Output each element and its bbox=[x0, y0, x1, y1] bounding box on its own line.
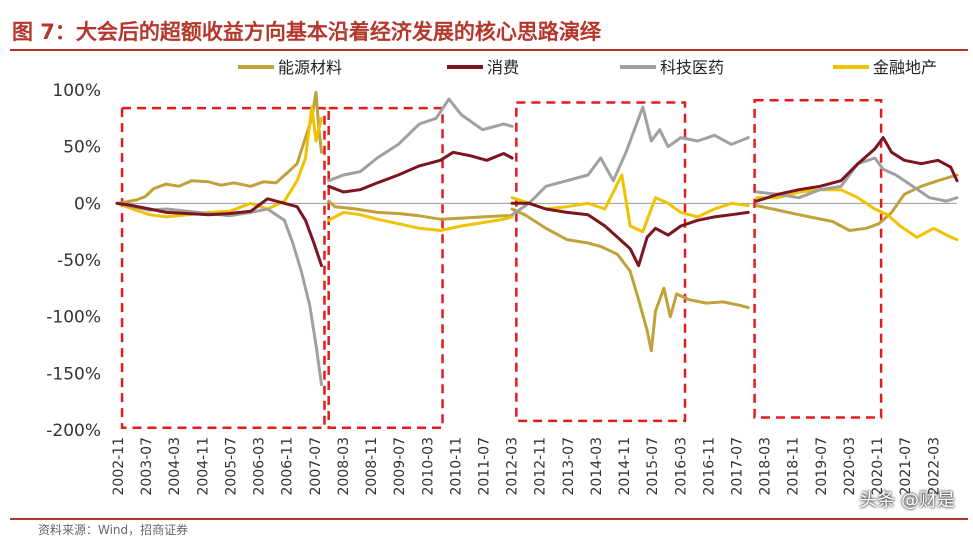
x-tick-label: 2020-11 bbox=[870, 437, 886, 496]
series-line-3 bbox=[510, 173, 750, 234]
chart-title: 图 7：大会后的超额收益方向基本沿着经济发展的核心思路演绎 bbox=[12, 20, 601, 44]
annotation-boxes bbox=[120, 98, 883, 429]
legend-label: 科技医药 bbox=[660, 58, 724, 77]
x-tick-label: 2018-11 bbox=[786, 437, 802, 496]
axes: 100% 50% 0% -50% -100% -150% -200% 2002-11 2003-… bbox=[46, 81, 957, 496]
series-line-2 bbox=[327, 97, 514, 183]
series-line-3 bbox=[755, 188, 959, 242]
y-tick-label: 50% bbox=[63, 138, 101, 158]
series-lines bbox=[115, 90, 959, 387]
series-line-2 bbox=[755, 156, 959, 203]
source-note: 资料来源：Wind，招商证券 bbox=[38, 523, 189, 537]
x-tick-label: 2008-11 bbox=[364, 437, 380, 496]
series-line-1 bbox=[327, 150, 514, 194]
x-tick-label: 2015-07 bbox=[645, 437, 661, 496]
legend: 能源材料 消费 科技医药 金融地产 bbox=[238, 58, 937, 77]
x-tick-label: 2019-07 bbox=[814, 437, 830, 496]
y-tick-label: -150% bbox=[46, 364, 101, 384]
series-line-3 bbox=[115, 105, 323, 219]
x-tick-label: 2010-03 bbox=[420, 437, 436, 496]
x-tick-label: 2016-11 bbox=[701, 437, 717, 496]
x-tick-label: 2004-03 bbox=[167, 437, 183, 496]
y-tick-label: -50% bbox=[57, 251, 101, 271]
series-line-0 bbox=[327, 199, 514, 221]
annotation-box bbox=[120, 106, 326, 429]
x-tick-label: 2008-03 bbox=[336, 437, 352, 496]
x-tick-label: 2014-11 bbox=[617, 437, 633, 496]
x-tick-label: 2002-11 bbox=[111, 437, 127, 496]
series-line-2 bbox=[510, 105, 750, 217]
x-tick-label: 2003-07 bbox=[139, 437, 155, 496]
title-rule bbox=[10, 49, 968, 51]
y-tick-label: -100% bbox=[46, 308, 101, 328]
annotation-box bbox=[515, 101, 687, 423]
x-tick-label: 2022-03 bbox=[926, 437, 942, 496]
x-tick-label: 2010-11 bbox=[448, 437, 464, 496]
series-line-1 bbox=[510, 201, 750, 268]
annotation-box bbox=[327, 106, 444, 429]
x-tick-label: 2011-07 bbox=[476, 437, 492, 496]
x-tick-label: 2009-07 bbox=[392, 437, 408, 496]
x-tick-label: 2021-07 bbox=[898, 437, 914, 496]
x-tick-label: 2013-07 bbox=[561, 437, 577, 496]
annotation-box bbox=[753, 98, 883, 419]
bottom-rule bbox=[10, 518, 968, 520]
x-tick-label: 2012-03 bbox=[505, 437, 521, 496]
x-tick-label: 2012-11 bbox=[533, 437, 549, 496]
y-tick-label: -200% bbox=[46, 421, 101, 441]
legend-label: 消费 bbox=[487, 58, 519, 77]
x-tick-label: 2007-07 bbox=[308, 437, 324, 496]
series-line-2 bbox=[115, 201, 323, 387]
x-tick-label: 2018-03 bbox=[758, 437, 774, 496]
x-tick-label: 2006-11 bbox=[280, 437, 296, 496]
y-tick-label: 0% bbox=[74, 194, 101, 214]
x-tick-label: 2020-03 bbox=[842, 437, 858, 496]
x-tick-label: 2014-03 bbox=[589, 437, 605, 496]
x-tick-label: 2005-07 bbox=[223, 437, 239, 496]
watermark: 头条 @财是 bbox=[859, 490, 955, 511]
legend-label: 能源材料 bbox=[278, 58, 342, 77]
y-tick-label: 100% bbox=[52, 81, 101, 101]
x-tick-label: 2006-03 bbox=[252, 437, 268, 496]
series-line-3 bbox=[327, 210, 514, 232]
x-tick-label: 2004-11 bbox=[195, 437, 211, 496]
x-tick-label: 2016-03 bbox=[673, 437, 689, 496]
x-tick-label: 2017-07 bbox=[730, 437, 746, 496]
series-line-0 bbox=[755, 173, 959, 232]
legend-label: 金融地产 bbox=[873, 58, 937, 77]
series-line-1 bbox=[115, 197, 323, 268]
series-line-1 bbox=[755, 136, 959, 203]
series-line-0 bbox=[510, 207, 750, 353]
